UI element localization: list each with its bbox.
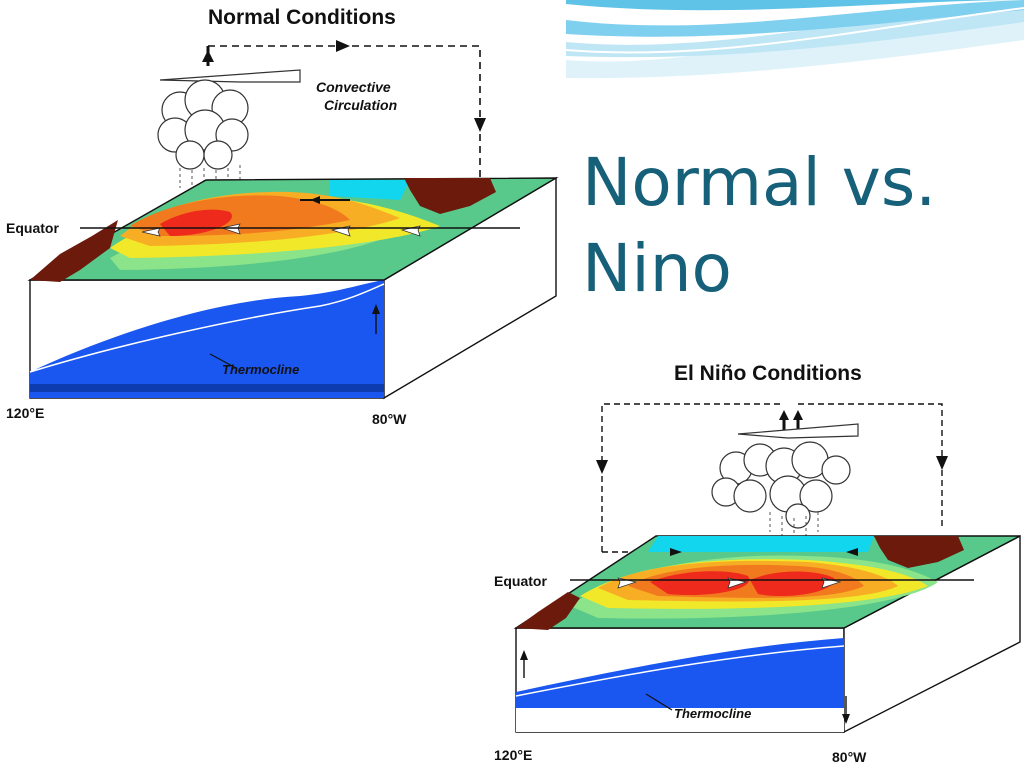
circulation-label-1: Convective bbox=[316, 79, 391, 95]
cloud-icon bbox=[711, 423, 859, 529]
thermocline-line bbox=[515, 645, 845, 697]
equator-label: Equator bbox=[6, 220, 59, 236]
normal-heading: Normal Conditions bbox=[208, 6, 396, 29]
land-east bbox=[404, 178, 496, 214]
thermocline-line bbox=[29, 283, 385, 373]
left-longitude: 120°E bbox=[6, 405, 44, 421]
land-west bbox=[516, 592, 580, 630]
slide-title: Normal vs. Nino bbox=[582, 144, 937, 307]
east-arrow bbox=[336, 40, 350, 52]
cloud-icon bbox=[157, 69, 301, 170]
left-longitude: 120°E bbox=[494, 747, 532, 763]
warm-pool-west bbox=[650, 571, 750, 596]
circulation-loops bbox=[601, 403, 943, 552]
right-longitude: 80°W bbox=[372, 411, 407, 427]
wave-banner bbox=[566, 0, 1024, 80]
warm-pool bbox=[160, 209, 232, 236]
circulation-label-2: Circulation bbox=[324, 97, 397, 113]
downdraft-arrow bbox=[474, 118, 486, 132]
thermocline-label: Thermocline bbox=[222, 362, 299, 377]
circulation-loop bbox=[208, 45, 481, 190]
equator-label: Equator bbox=[494, 573, 547, 589]
warm-pool-east bbox=[750, 571, 835, 597]
thermocline-label: Thermocline bbox=[674, 706, 751, 721]
land-east bbox=[874, 536, 964, 568]
el-nino-conditions-diagram: El Niño Conditions Thermoclin bbox=[488, 356, 1024, 768]
land-west bbox=[30, 220, 118, 282]
nino-heading: El Niño Conditions bbox=[674, 362, 862, 385]
upwelling-arrow bbox=[372, 304, 380, 314]
normal-conditions-diagram: Normal Conditions Convective Circulation bbox=[0, 0, 566, 432]
right-longitude: 80°W bbox=[832, 749, 867, 765]
